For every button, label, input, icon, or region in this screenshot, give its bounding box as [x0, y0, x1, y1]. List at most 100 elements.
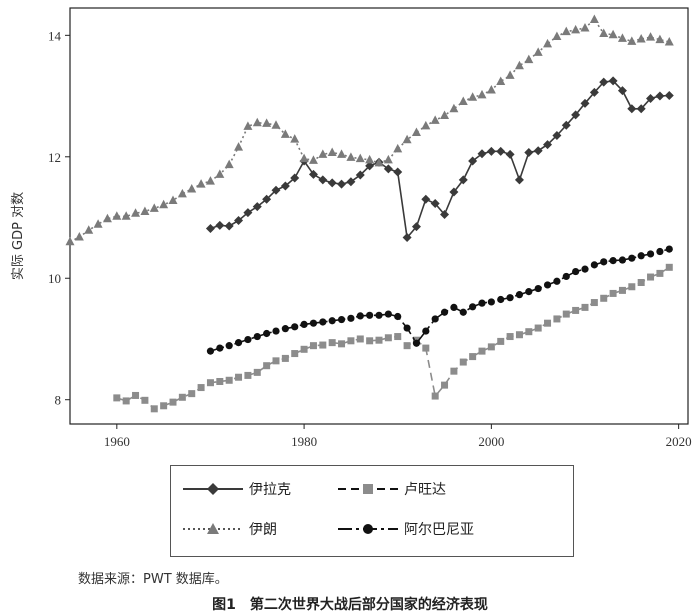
data-point [384, 310, 392, 318]
data-point [150, 405, 158, 413]
legend-item-rwanda: 卢旺达 [336, 478, 446, 500]
data-point [600, 294, 608, 302]
data-point [337, 315, 346, 324]
data-point [169, 398, 177, 406]
data-point [656, 269, 664, 277]
data-point [515, 331, 523, 339]
data-point [308, 155, 318, 164]
data-point [449, 187, 459, 197]
data-point [337, 179, 347, 189]
data-point [113, 394, 121, 402]
data-point [589, 87, 599, 97]
data-point [402, 233, 412, 243]
data-point [525, 288, 533, 296]
data-point [647, 273, 655, 281]
data-point [319, 341, 327, 349]
data-point [646, 93, 656, 103]
legend-swatch-rwanda [338, 484, 398, 494]
data-point [132, 391, 140, 399]
data-point [628, 254, 636, 262]
series-1 [205, 76, 674, 243]
data-point [338, 340, 346, 348]
data-point [459, 308, 467, 316]
series-4 [206, 245, 673, 355]
data-point [160, 402, 168, 410]
data-point [347, 314, 355, 322]
data-point [458, 96, 468, 106]
data-point [496, 146, 506, 156]
data-point [356, 312, 364, 320]
data-point [514, 175, 524, 185]
data-point [328, 339, 336, 347]
data-point [441, 381, 449, 389]
data-point [477, 89, 487, 99]
data-point [589, 14, 599, 24]
data-point [440, 110, 450, 119]
data-point [525, 328, 533, 336]
data-point [608, 76, 618, 86]
data-point [655, 91, 665, 101]
data-point [328, 317, 336, 325]
legend-label-albania: 阿尔巴尼亚 [404, 522, 474, 538]
data-point [553, 315, 561, 323]
legend-swatch-albania [338, 524, 398, 534]
data-point [140, 206, 150, 215]
data-point [524, 54, 534, 64]
data-point [84, 225, 94, 234]
data-point [637, 252, 645, 260]
data-point [543, 281, 552, 289]
data-point [617, 86, 627, 96]
data-point [318, 149, 328, 158]
data-point [552, 31, 562, 41]
data-point [478, 299, 486, 307]
data-point [627, 104, 637, 114]
data-point [393, 143, 403, 153]
data-point [205, 176, 215, 185]
data-point [571, 110, 581, 120]
data-point [656, 247, 664, 256]
data-point [394, 333, 402, 341]
data-point [262, 194, 272, 204]
data-point [430, 199, 440, 209]
data-point [402, 134, 412, 144]
data-point [412, 339, 421, 347]
data-point [393, 167, 403, 177]
data-point [627, 36, 637, 45]
data-point [440, 308, 449, 316]
data-point [244, 335, 252, 344]
data-point [421, 120, 431, 130]
data-point [590, 261, 598, 269]
data-point [347, 337, 355, 345]
data-point [497, 295, 505, 304]
data-point [205, 223, 215, 233]
data-point [243, 121, 253, 130]
data-point [618, 286, 626, 294]
data-point [122, 397, 130, 405]
data-point [319, 318, 327, 326]
y-tick-label: 8 [55, 393, 62, 408]
data-point [121, 211, 131, 220]
data-point [543, 140, 553, 150]
source-note: 数据来源：PWT 数据库。 [78, 572, 228, 587]
data-point [383, 154, 393, 164]
data-point [449, 103, 459, 113]
data-point [290, 134, 300, 143]
data-point [337, 149, 347, 158]
data-point [74, 231, 84, 241]
data-point [394, 312, 402, 321]
data-point [271, 120, 281, 129]
data-point [637, 278, 645, 286]
data-point [440, 209, 450, 219]
data-point [374, 157, 384, 167]
data-point [487, 343, 495, 351]
data-point [244, 371, 252, 379]
data-point [290, 173, 300, 183]
line-chart: 1960 1980 2000 2020 8 10 12 14 实际 GDP 对数 [11, 7, 692, 449]
data-point [280, 181, 290, 191]
data-point [655, 34, 665, 44]
data-point [309, 342, 317, 350]
data-point [534, 324, 542, 332]
data-point [206, 379, 214, 387]
data-point [291, 323, 299, 331]
data-point [141, 396, 149, 404]
